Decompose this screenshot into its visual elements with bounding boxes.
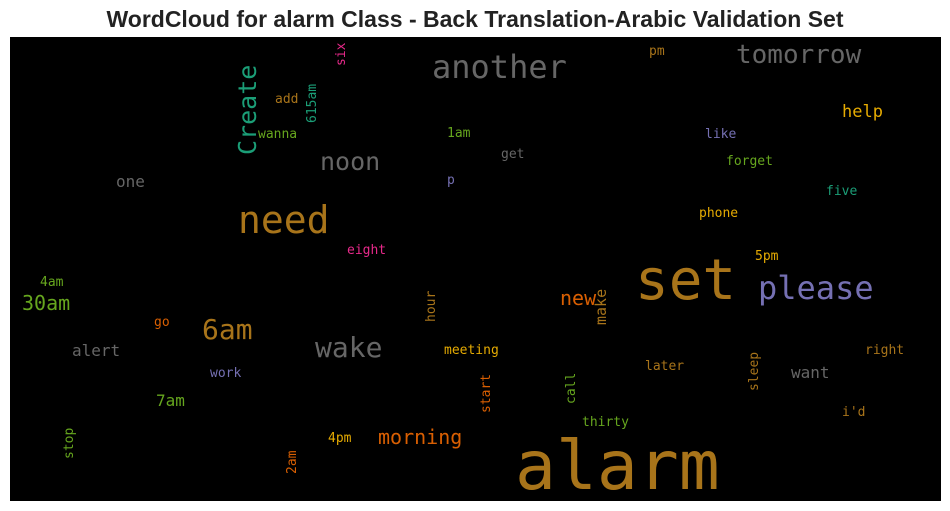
word-eight: eight: [347, 243, 386, 258]
word-forget: forget: [726, 154, 773, 169]
word-alarm: alarm: [515, 427, 720, 501]
word-work: work: [210, 366, 241, 381]
word-call: call: [564, 373, 579, 404]
word-five: five: [826, 184, 857, 199]
word-wake: wake: [315, 331, 382, 364]
word-2am: 2am: [285, 450, 300, 474]
word-alert: alert: [72, 341, 120, 360]
word-pm: pm: [649, 44, 665, 59]
word-5pm: 5pm: [755, 249, 779, 264]
word-30am: 30am: [22, 291, 70, 315]
word-phone: phone: [699, 206, 738, 221]
word-go: go: [154, 315, 170, 330]
word-make: make: [592, 289, 610, 325]
word-another: another: [432, 48, 567, 86]
word-p: p: [447, 173, 455, 188]
word-tomorrow: tomorrow: [736, 40, 862, 70]
word-need: need: [238, 198, 330, 242]
word-1am: 1am: [447, 126, 471, 141]
word-add: add: [275, 92, 298, 107]
word-set: set: [635, 248, 736, 313]
word-later: later: [645, 359, 684, 374]
word-please: please: [758, 269, 874, 307]
word-sleep: sleep: [747, 352, 762, 391]
wordcloud-canvas: alarm set need please another wake 6am tomorrow…: [10, 37, 941, 501]
word-hour: hour: [424, 291, 439, 322]
word-start: start: [479, 374, 494, 413]
word-4am: 4am: [40, 275, 64, 290]
word-six: six: [334, 42, 349, 66]
word-wanna: wanna: [258, 127, 297, 142]
word-one: one: [116, 172, 145, 191]
word-4pm: 4pm: [328, 431, 352, 446]
word-noon: noon: [320, 147, 380, 176]
word-like: like: [705, 127, 736, 142]
word-create: Create: [233, 65, 262, 155]
word-help: help: [842, 102, 883, 122]
word-i-d: i'd: [842, 405, 865, 420]
word-stop: stop: [62, 428, 77, 459]
word-want: want: [791, 363, 830, 382]
word-get: get: [501, 147, 524, 162]
word-thirty: thirty: [582, 415, 629, 430]
word-right: right: [865, 343, 904, 358]
wordcloud-svg: alarm set need please another wake 6am tomorrow…: [22, 40, 904, 501]
word-morning: morning: [378, 425, 462, 449]
word-new: new: [560, 286, 597, 310]
word-6am: 6am: [202, 313, 253, 346]
word-meeting: meeting: [444, 343, 499, 358]
word-615am: 615am: [305, 84, 320, 123]
chart-title: WordCloud for alarm Class - Back Transla…: [106, 6, 844, 32]
word-7am: 7am: [156, 391, 185, 410]
